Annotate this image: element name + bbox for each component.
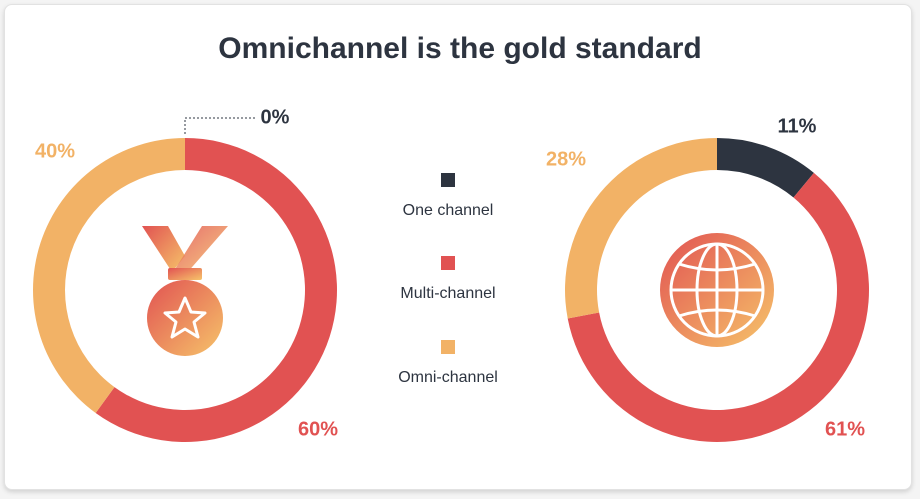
legend-label: Multi-channel [400,285,495,302]
value-label: 60% [298,418,338,440]
legend-label: One channel [403,202,494,219]
donut-slice [95,138,338,442]
donut-slice [567,172,869,442]
globe-icon [660,233,774,347]
value-label: 11% [778,115,817,137]
legend-swatch [441,256,455,270]
value-label: 61% [825,418,865,440]
donut-slice [564,138,717,319]
legend-swatch [441,340,455,354]
value-label: 40% [35,140,75,162]
leader-line [184,117,255,134]
medal-icon [142,226,228,356]
donut-slice [717,138,814,198]
value-label: 28% [546,148,586,170]
donut-slice [33,138,185,413]
value-label: 0% [261,106,290,128]
title: Omnichannel is the gold standard [218,32,701,65]
legend-swatch [441,173,455,187]
legend-label: Omni-channel [398,369,498,386]
